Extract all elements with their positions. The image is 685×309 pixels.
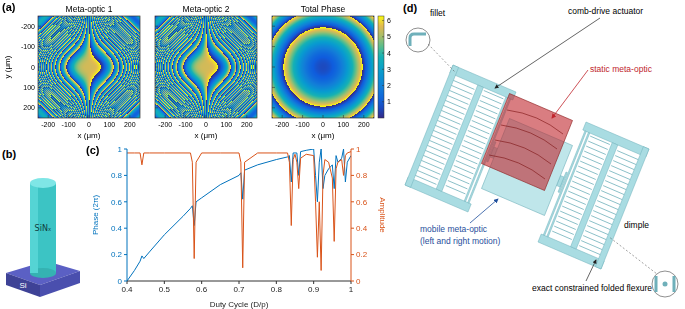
svg-text:-100: -100	[296, 121, 310, 128]
svg-text:Total Phase: Total Phase	[301, 4, 346, 14]
svg-text:Si: Si	[19, 281, 26, 290]
svg-text:-200: -200	[158, 121, 172, 128]
html-text:(c): (c)	[86, 144, 100, 156]
svg-text:SiNₓ: SiNₓ	[35, 224, 52, 233]
svg-text:x (μm): x (μm)	[312, 131, 335, 140]
svg-text:2: 2	[387, 82, 391, 89]
svg-text:mobile meta-optic: mobile meta-optic	[420, 224, 488, 234]
svg-text:4: 4	[387, 50, 391, 57]
svg-text:3: 3	[387, 66, 391, 73]
svg-text:0.7: 0.7	[233, 285, 245, 294]
svg-text:0: 0	[204, 121, 208, 128]
svg-text:6: 6	[387, 17, 391, 24]
svg-text:200: 200	[124, 121, 136, 128]
svg-text:0.2: 0.2	[356, 250, 368, 259]
svg-text:(a): (a)	[2, 1, 16, 13]
svg-text:exact constrained folded flexu: exact constrained folded flexure	[532, 283, 652, 293]
svg-text:-200: -200	[41, 121, 55, 128]
svg-text:100: 100	[338, 121, 350, 128]
svg-text:0.8: 0.8	[111, 171, 123, 180]
svg-text:1: 1	[387, 98, 391, 105]
svg-text:static meta-optic: static meta-optic	[590, 64, 653, 74]
svg-text:1: 1	[118, 145, 123, 154]
svg-text:100: 100	[221, 121, 233, 128]
svg-text:0.4: 0.4	[356, 224, 368, 233]
svg-text:0.8: 0.8	[356, 171, 368, 180]
svg-text:Duty Cycle (D/p): Duty Cycle (D/p)	[210, 300, 269, 309]
svg-text:0.6: 0.6	[196, 285, 208, 294]
svg-text:-100: -100	[62, 121, 76, 128]
svg-text:1: 1	[356, 145, 361, 154]
svg-text:100: 100	[104, 121, 116, 128]
svg-text:0.8: 0.8	[271, 285, 283, 294]
svg-text:Amplitude: Amplitude	[378, 197, 387, 233]
svg-text:0.9: 0.9	[308, 285, 320, 294]
svg-text:(b): (b)	[2, 148, 16, 160]
svg-text:-200: -200	[21, 23, 35, 30]
svg-text:Meta-optic 1: Meta-optic 1	[66, 4, 113, 14]
svg-text:comb-drive actuator: comb-drive actuator	[568, 6, 643, 16]
svg-text:dimple: dimple	[624, 220, 649, 230]
svg-text:0.6: 0.6	[356, 198, 368, 207]
svg-text:0: 0	[356, 277, 361, 286]
svg-text:0.4: 0.4	[121, 285, 133, 294]
svg-text:0.6: 0.6	[111, 198, 123, 207]
svg-text:0: 0	[118, 277, 123, 286]
svg-text:0.5: 0.5	[159, 285, 171, 294]
svg-text:0.2: 0.2	[111, 250, 123, 259]
svg-text:-100: -100	[179, 121, 193, 128]
svg-text:0: 0	[31, 64, 35, 71]
svg-text:(d): (d)	[403, 2, 417, 14]
svg-text:1: 1	[349, 285, 354, 294]
svg-text:fillet: fillet	[430, 8, 446, 18]
svg-text:-200: -200	[275, 121, 289, 128]
svg-text:100: 100	[23, 84, 35, 91]
svg-text:Meta-optic 2: Meta-optic 2	[183, 4, 230, 14]
svg-text:0: 0	[87, 121, 91, 128]
svg-text:Phase (2π): Phase (2π)	[91, 195, 100, 236]
svg-text:200: 200	[241, 121, 253, 128]
svg-text:y (μm): y (μm)	[3, 55, 12, 78]
svg-text:-100: -100	[21, 43, 35, 50]
svg-text:5: 5	[387, 33, 391, 40]
svg-text:(left and right motion): (left and right motion)	[420, 236, 500, 246]
svg-text:0.4: 0.4	[111, 224, 123, 233]
svg-text:200: 200	[23, 104, 35, 111]
svg-text:200: 200	[358, 121, 370, 128]
svg-text:x (μm): x (μm)	[78, 131, 101, 140]
svg-text:0: 0	[321, 121, 325, 128]
svg-text:x (μm): x (μm)	[195, 131, 218, 140]
